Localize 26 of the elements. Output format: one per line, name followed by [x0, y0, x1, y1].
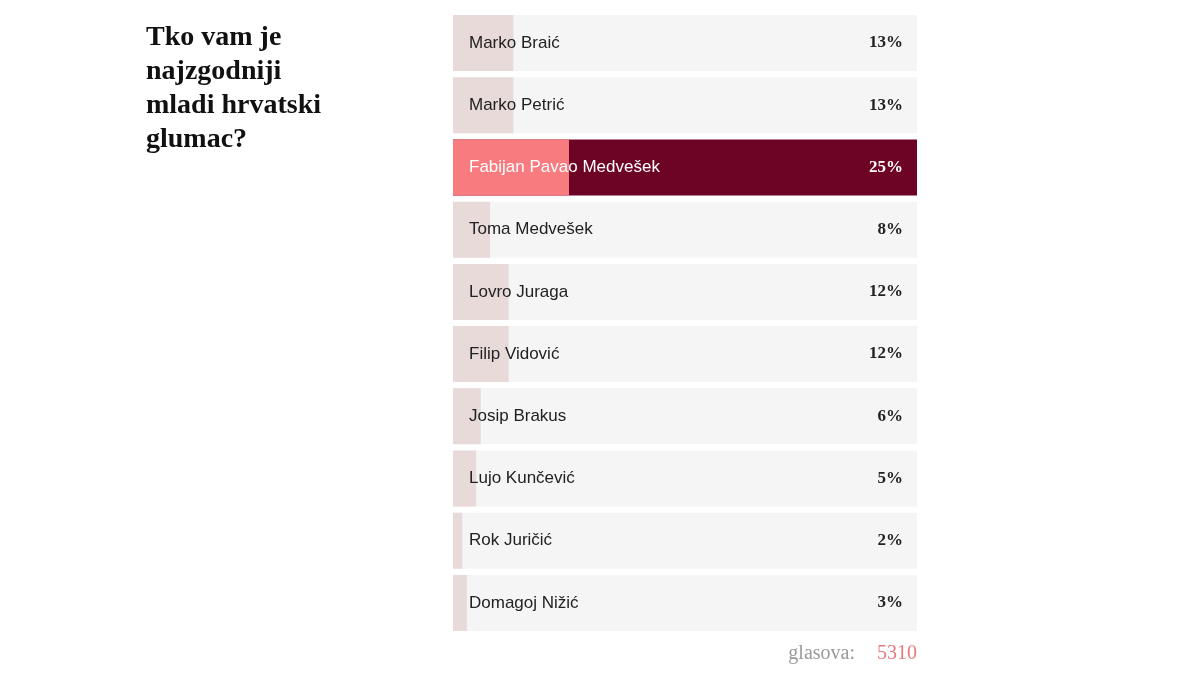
data-label: 25%: [869, 156, 903, 176]
bar: [453, 263, 509, 320]
y-tick-label: Domagoj Nižić: [469, 592, 580, 612]
data-label: 12%: [869, 281, 903, 301]
data-label: 8%: [877, 219, 903, 239]
text: Tko vam je najzgodniji mladi hrvatski glumac?: [146, 19, 323, 155]
text: glasova: 5310: [788, 641, 917, 663]
data-label: 3%: [877, 592, 903, 612]
y-tick-label: Josip Brakus: [469, 405, 567, 425]
data-label: 13%: [869, 32, 903, 52]
bar: [453, 574, 467, 631]
y-tick-label: Lujo Kunčević: [469, 468, 576, 488]
data-label: 6%: [877, 405, 903, 425]
data-label: 2%: [877, 530, 903, 550]
bar: [453, 15, 514, 72]
y-tick-label: Toma Medvešek: [469, 219, 594, 239]
data-label: 13%: [869, 94, 903, 114]
y-tick-label: Lovro Juraga: [469, 281, 569, 301]
y-tick-label: Filip Vidović: [469, 343, 560, 363]
bar: [453, 77, 514, 134]
y-tick-label: Rok Juričić: [469, 530, 553, 550]
y-tick-label: Marko Petrić: [469, 94, 565, 114]
data-label: 5%: [877, 467, 903, 487]
data-label: 12%: [869, 343, 903, 363]
y-tick-label: Marko Braić: [469, 32, 561, 52]
bar: [453, 512, 463, 569]
